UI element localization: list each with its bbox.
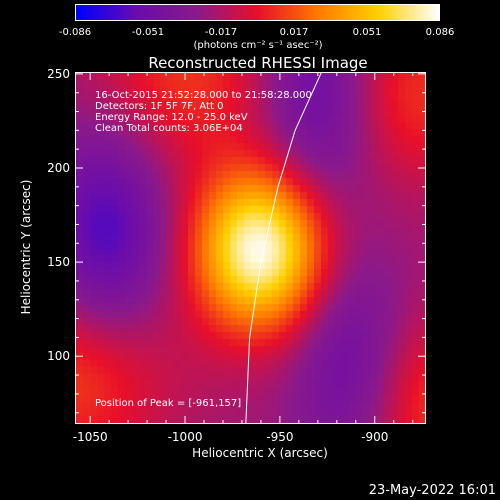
x-axis-label: Heliocentric X (arcsec) <box>192 446 328 460</box>
info-detectors: Detectors: 1F 5F 7F, Att 0 <box>95 101 224 112</box>
x-tick-label: -1050 <box>73 430 108 444</box>
y-tick-label: 200 <box>47 161 70 175</box>
y-tick-label: 100 <box>47 349 70 363</box>
colorbar-tick-label: 0.051 <box>352 27 382 38</box>
footer-date: 23-May-2022 16:01 <box>368 483 496 498</box>
x-tick-label: -1000 <box>168 430 203 444</box>
colorbar-tick-label: -0.051 <box>131 27 165 38</box>
info-time-range: 16-Oct-2015 21:52:28.000 to 21:58:28.000 <box>95 90 312 101</box>
colorbar-tick-label: 0.086 <box>425 27 455 38</box>
info-energy: Energy Range: 12.0 - 25.0 keV <box>95 112 248 123</box>
info-peak: Position of Peak = [-961,157] <box>95 398 242 409</box>
y-axis-label: Heliocentric Y (arcsec) <box>19 179 33 315</box>
plot-title: Reconstructed RHESSI Image <box>148 54 368 72</box>
colorbar-tick-label: -0.017 <box>204 27 238 38</box>
colorbar-units: (photons cm⁻² s⁻¹ asec⁻²) <box>193 40 323 51</box>
x-tick-label: -950 <box>266 430 293 444</box>
x-tick-label: -900 <box>361 430 388 444</box>
info-clean: Clean Total counts: 3.06E+04 <box>95 123 243 134</box>
colorbar-tick-label: -0.086 <box>58 27 92 38</box>
colorbar-tick-label: 0.017 <box>279 27 309 38</box>
colorbar-gradient <box>76 5 439 20</box>
colorbar <box>75 4 440 21</box>
y-tick-label: 150 <box>47 255 70 269</box>
